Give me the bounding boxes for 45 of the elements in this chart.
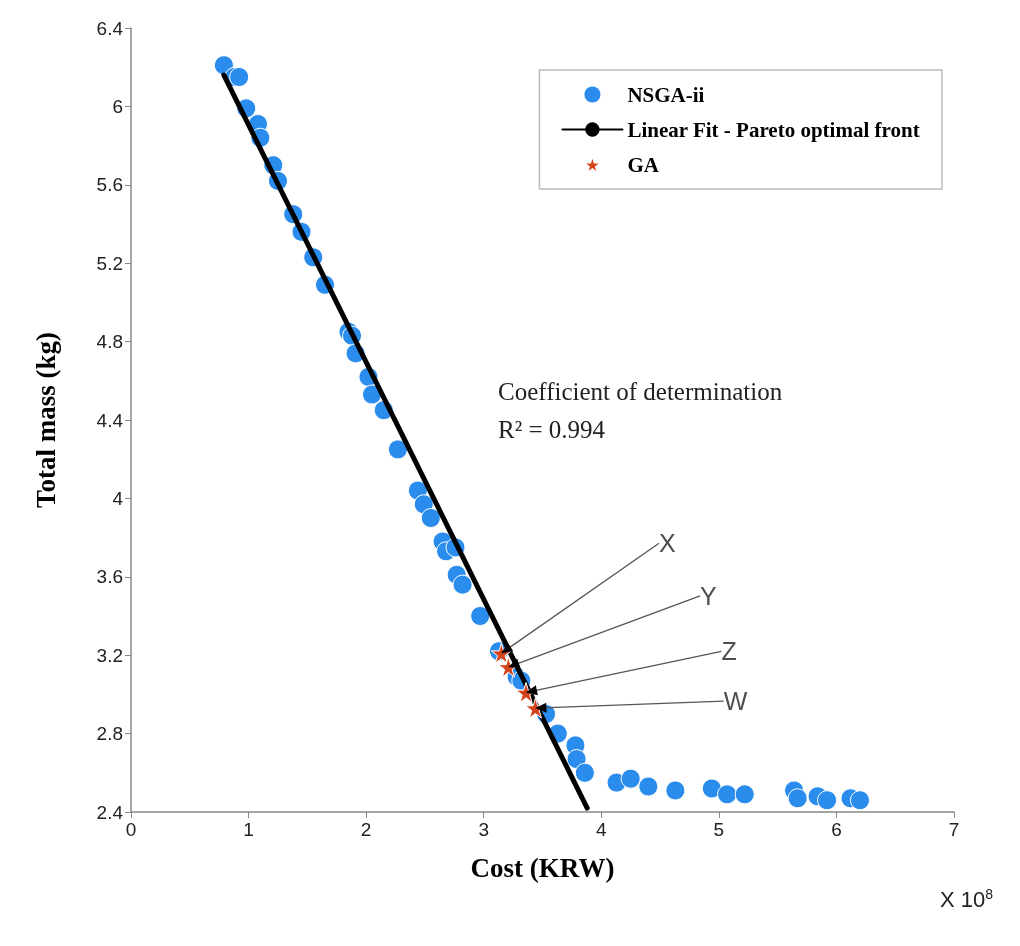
point [229, 67, 250, 87]
annotation: Coefficient of determination [498, 378, 783, 405]
point [470, 606, 491, 626]
point [849, 790, 870, 811]
y-tick-label: 2.8 [96, 723, 123, 745]
x-tick-label: 5 [713, 819, 725, 840]
x-tick-label: 0 [125, 819, 137, 840]
y-tick-label: 6 [112, 95, 123, 117]
point [387, 439, 408, 460]
point [817, 790, 838, 811]
y-axis-title: Total mass (kg) [30, 331, 61, 509]
point [701, 778, 722, 799]
legend-label: GA [627, 152, 660, 177]
point [787, 788, 808, 809]
y-tick-label: 4.8 [96, 331, 123, 353]
annotation: Z [721, 637, 737, 666]
y-tick-label: 3.2 [96, 644, 123, 666]
annotation: Y [700, 581, 718, 610]
y-tick-label: 4 [112, 487, 124, 509]
x-tick-label: 6 [831, 819, 842, 840]
point [452, 574, 473, 595]
point [638, 776, 659, 797]
point [665, 780, 686, 801]
y-tick-label: 4.4 [96, 409, 124, 431]
legend-label: NSGA-ii [627, 82, 705, 107]
x-tick-label: 3 [478, 819, 489, 840]
point [574, 762, 595, 783]
x-axis-title: Cost (KRW) [470, 852, 615, 883]
point [420, 508, 441, 528]
x-tick-label: 1 [243, 819, 254, 840]
point [620, 768, 641, 789]
legend-label: Linear Fit - Pareto optimal front [627, 117, 920, 142]
y-tick-label: 5.2 [96, 252, 123, 274]
y-tick-label: 5.6 [96, 174, 123, 196]
y-tick-label: 6.4 [96, 17, 124, 39]
annotation: W [723, 687, 748, 716]
point [717, 784, 738, 805]
annotation: X [659, 529, 677, 558]
annotation: R² = 0.994 [498, 416, 606, 443]
x-tick-label: 7 [948, 819, 960, 840]
point [734, 784, 755, 805]
y-tick-label: 2.4 [96, 801, 124, 823]
y-tick-label: 3.6 [96, 566, 123, 588]
x-tick-label: 4 [596, 819, 607, 840]
x-tick-label: 2 [360, 819, 372, 840]
